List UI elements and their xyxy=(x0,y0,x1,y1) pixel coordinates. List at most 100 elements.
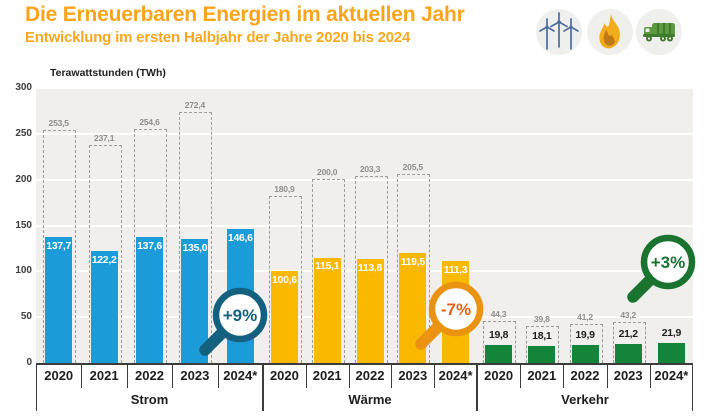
x-axis-year-label: 2022 xyxy=(135,368,164,383)
half-year-bar-Strom-2020 xyxy=(45,236,73,363)
year-divider xyxy=(563,363,565,388)
full-year-bar-outline-Wärme-2021 xyxy=(311,178,345,363)
gridline xyxy=(36,132,693,135)
year-divider xyxy=(305,363,307,388)
year-divider xyxy=(217,363,219,388)
full-year-bar-outline-Verkehr-2023 xyxy=(612,322,646,363)
badge-percent-text: +3% xyxy=(651,253,686,272)
full-year-bar-outline-Strom-2022 xyxy=(134,128,167,363)
year-divider xyxy=(520,363,522,388)
group-boundary-line xyxy=(36,363,37,411)
x-axis-year-label: 2021 xyxy=(312,368,342,383)
full-year-value-label: 203,3 xyxy=(359,163,381,174)
full-year-bar-outline-Wärme-2023 xyxy=(397,173,431,363)
full-year-value-label: 254,6 xyxy=(139,116,160,127)
gridline xyxy=(36,224,693,227)
magnifier-badge-Strom: +9% xyxy=(199,287,268,356)
full-year-value-label: 44,3 xyxy=(490,309,507,320)
x-axis-year-label: 2023 xyxy=(180,368,210,383)
full-year-value-label: 41,2 xyxy=(577,312,593,323)
x-axis-year-label: 2023 xyxy=(613,368,643,383)
y-axis-tick-label: 150 xyxy=(15,219,32,231)
y-axis-tick-label: 250 xyxy=(15,127,32,139)
half-year-value-label: 19,8 xyxy=(488,328,509,341)
full-year-value-label: 200,0 xyxy=(317,166,338,177)
year-divider xyxy=(391,363,393,388)
magnifier-badge-Verkehr: +3% xyxy=(627,234,696,303)
full-year-bar-outline-Wärme-2020 xyxy=(268,196,302,363)
full-year-value-label: 205,5 xyxy=(402,161,423,172)
full-year-bar-outline-Verkehr-2022 xyxy=(569,324,603,363)
half-year-value-label: 111,3 xyxy=(443,263,468,276)
y-axis-tick-label: 200 xyxy=(15,173,32,185)
badge-percent-text: +9% xyxy=(223,306,258,325)
x-axis-year-label: 2020 xyxy=(269,368,299,383)
y-axis-title: Terawattstunden (TWh) xyxy=(50,67,166,79)
half-year-value-label: 122,2 xyxy=(91,253,117,266)
y-axis-tick-label: 0 xyxy=(26,357,32,368)
half-year-value-label: 137,6 xyxy=(137,239,162,252)
full-year-value-label: 43,2 xyxy=(620,310,637,321)
half-year-value-label: 100,6 xyxy=(272,273,297,286)
x-axis-group-label: Verkehr xyxy=(561,392,609,407)
x-axis-baseline xyxy=(36,363,693,365)
group-boundary-line xyxy=(262,363,263,411)
group-boundary-line xyxy=(476,363,477,411)
half-year-bar-Verkehr-2021 xyxy=(528,346,556,363)
half-year-bar-Verkehr-2020 xyxy=(485,344,513,363)
x-axis-year-label: 2020 xyxy=(44,368,74,383)
x-axis-group-label: Wärme xyxy=(348,392,392,407)
year-divider xyxy=(606,363,608,388)
half-year-value-label: 115,1 xyxy=(315,260,340,273)
flame-icon xyxy=(587,9,633,55)
half-year-bar-Strom-2021 xyxy=(90,250,118,363)
full-year-value-label: 180,9 xyxy=(274,184,295,195)
half-year-value-label: 21,2 xyxy=(618,327,639,340)
x-axis-year-label: 2023 xyxy=(398,368,428,383)
half-year-value-label: 146,6 xyxy=(227,231,253,244)
year-divider xyxy=(172,363,174,388)
year-divider xyxy=(81,363,83,388)
page-subtitle: Entwicklung im ersten Halbjahr der Jahre… xyxy=(25,29,411,46)
full-year-value-label: 272,4 xyxy=(184,100,206,111)
x-axis-year-label: 2024* xyxy=(438,368,473,383)
half-year-bar-Verkehr-2024* xyxy=(657,342,685,363)
badge-percent-text: -7% xyxy=(441,300,471,319)
x-axis-year-label: 2021 xyxy=(527,368,557,383)
x-axis: 2020 2021 2022 2023 2024* Strom 2020 2021 2022 20… xyxy=(36,363,693,413)
x-axis-group-label: Strom xyxy=(130,392,169,407)
full-year-value-label: 39,8 xyxy=(533,313,550,324)
half-year-bar-Verkehr-2022 xyxy=(571,344,599,363)
y-axis-tick-label: 50 xyxy=(20,311,32,323)
half-year-bar-Wärme-2021 xyxy=(313,257,341,363)
y-axis-tick-label: 100 xyxy=(15,265,32,277)
x-axis-year-label: 2020 xyxy=(484,368,514,383)
half-year-value-label: 21,9 xyxy=(661,326,682,339)
page-title: Die Erneuerbaren Energien im aktuellen J… xyxy=(25,3,465,26)
full-year-value-label: 237,1 xyxy=(93,132,115,143)
half-year-value-label: 135,0 xyxy=(182,242,208,255)
year-divider xyxy=(434,363,436,388)
chart-plot-area: 253,5 137,7 237,1 122,2 254,6 137,6 272,4 135,0… xyxy=(36,87,693,363)
x-axis-year-label: 2024* xyxy=(223,368,258,383)
truck-icon xyxy=(636,9,682,55)
x-axis-year-label: 2022 xyxy=(570,368,600,383)
half-year-bar-Wärme-2020 xyxy=(270,270,298,363)
gridline xyxy=(36,178,693,181)
x-axis-year-label: 2021 xyxy=(89,368,119,383)
year-divider xyxy=(126,363,128,388)
full-year-bar-outline-Strom-2023 xyxy=(179,112,213,363)
gridline xyxy=(36,87,693,89)
x-axis-year-label: 2022 xyxy=(355,368,385,383)
half-year-value-label: 19,9 xyxy=(575,328,595,341)
group-boundary-line xyxy=(263,363,264,411)
magnifier-badge-Wärme: -7% xyxy=(415,281,484,350)
full-year-bar-outline-Verkehr-2021 xyxy=(526,325,560,363)
wind-turbines-icon xyxy=(536,9,582,55)
half-year-bar-Verkehr-2023 xyxy=(614,343,642,363)
year-divider xyxy=(348,363,350,388)
full-year-bar-outline-Verkehr-2020 xyxy=(483,321,517,363)
year-divider xyxy=(649,363,651,388)
full-year-bar-outline-Strom-2021 xyxy=(88,144,122,363)
half-year-value-label: 119,5 xyxy=(400,256,426,269)
